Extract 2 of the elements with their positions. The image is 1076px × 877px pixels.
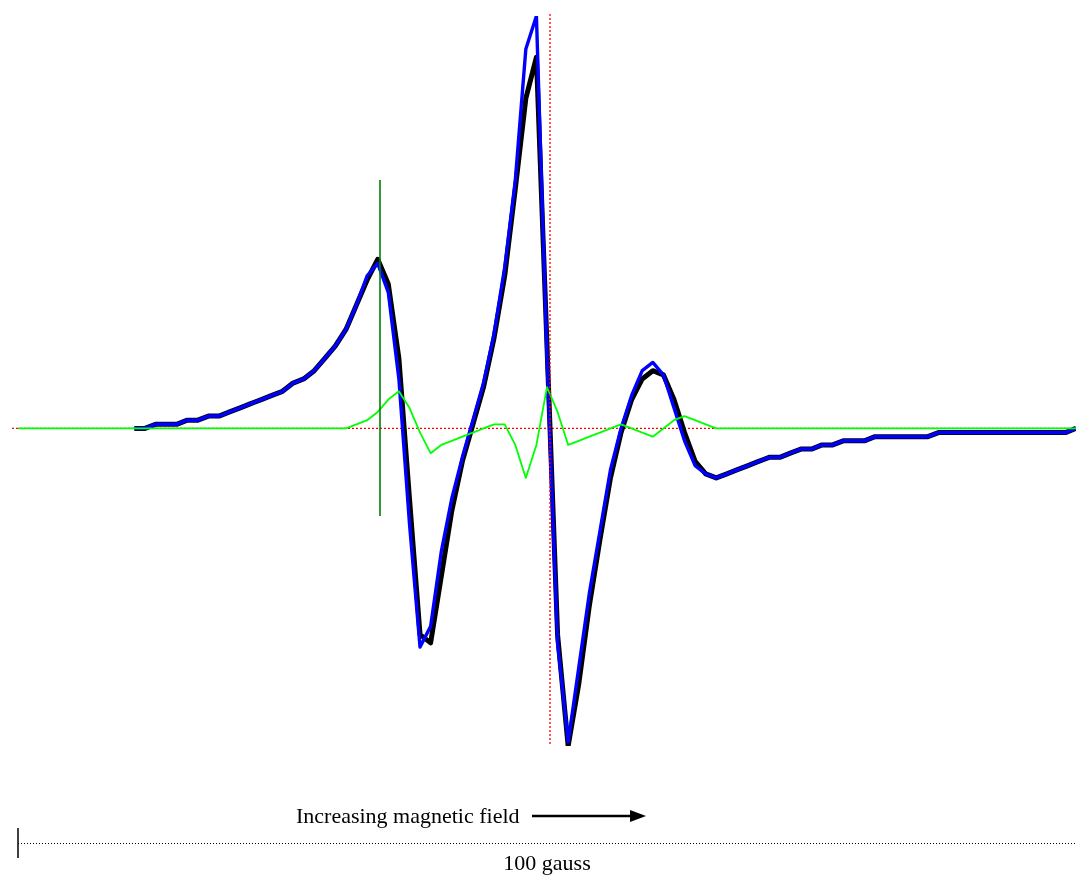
x-axis-title: 100 gauss: [503, 849, 591, 875]
text: Increasing magnetic field: [296, 803, 520, 829]
